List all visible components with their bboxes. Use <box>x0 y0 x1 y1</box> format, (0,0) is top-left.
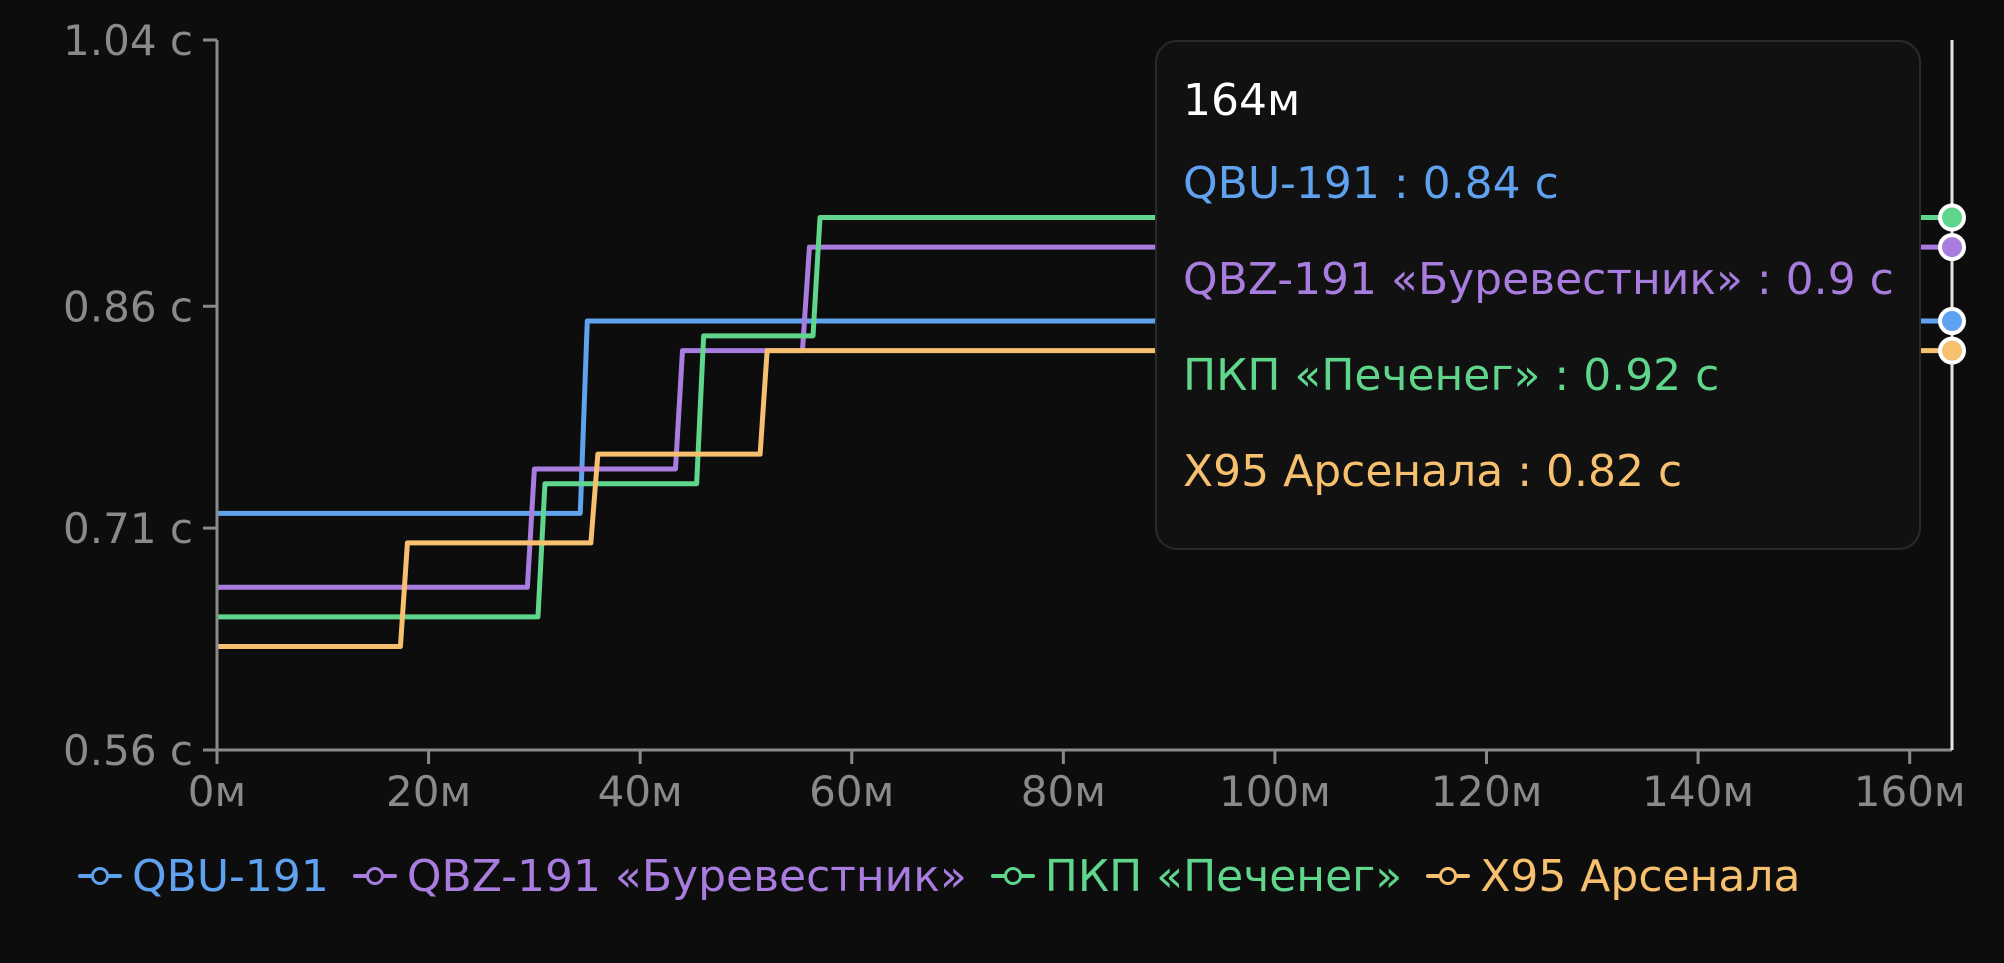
tooltip-row-qbz-191: QBZ-191 «Буревестник» : 0.9 с <box>1183 254 1894 305</box>
y-tick-label: 1.04 с <box>63 16 193 65</box>
series-line-1[interactable] <box>217 244 1952 590</box>
legend-label: QBU-191 <box>132 850 329 902</box>
ticks-layer: 1.04 с 0.86 с 0.71 с 0.56 с0м 20м 40м 60м 80м 10… <box>63 16 1966 816</box>
tooltip-row-qbu-191: QBU-191 : 0.84 с <box>1183 158 1559 209</box>
series-line-3[interactable] <box>217 348 1952 649</box>
x-tick-label: 160м <box>1854 767 1966 816</box>
legend-item-pecheneg[interactable]: ПКП «Печенег» <box>990 850 1403 902</box>
legend-swatch-icon <box>352 866 397 886</box>
x-tick-label: 140м <box>1642 767 1754 816</box>
x-tick-label: 20м <box>386 767 471 816</box>
y-tick-label: 0.71 с <box>63 504 193 553</box>
hover-tooltip: 164м QBU-191 : 0.84 с QBZ-191 «Буревестн… <box>1155 40 1921 550</box>
x-tick-label: 80м <box>1021 767 1106 816</box>
y-tick-label: 0.86 с <box>63 282 193 331</box>
hover-marker-2 <box>1938 203 1966 232</box>
y-tick-label: 0.56 с <box>63 726 193 775</box>
legend-swatch-icon <box>990 866 1035 886</box>
hover-marker-1 <box>1938 233 1966 262</box>
x-tick-label: 60м <box>809 767 894 816</box>
legend-swatch-icon <box>1426 866 1471 886</box>
x-tick-label: 0м <box>188 767 246 816</box>
x-tick-label: 120м <box>1431 767 1543 816</box>
legend-label: ПКП «Печенег» <box>1044 850 1403 902</box>
hover-markers <box>1938 203 1966 365</box>
legend-item-qbu-191[interactable]: QBU-191 <box>78 851 329 902</box>
hover-marker-3 <box>1938 336 1966 365</box>
x-tick-label: 40м <box>598 767 683 816</box>
tooltip-row-pecheneg: ПКП «Печенег» : 0.92 с <box>1183 350 1720 401</box>
tooltip-title: 164м <box>1183 75 1301 126</box>
legend-swatch-icon <box>78 866 122 886</box>
hover-marker-0 <box>1938 307 1966 336</box>
legend-label: X95 Арсенала <box>1480 850 1801 902</box>
x-tick-label: 100м <box>1219 767 1331 816</box>
legend-item-qbz-191[interactable]: QBZ-191 «Буревестник» <box>352 850 967 902</box>
legend-item-x95[interactable]: X95 Арсенала <box>1426 851 1800 902</box>
legend: QBU-191 QBZ-191 «Буревестник» ПКП «Печен… <box>78 846 1824 906</box>
axes-layer <box>215 40 1954 752</box>
series-line-2[interactable] <box>217 215 1952 620</box>
legend-label: QBZ-191 «Буревестник» <box>406 850 967 902</box>
tooltip-row-x95: X95 Арсенала : 0.82 с <box>1183 446 1683 497</box>
